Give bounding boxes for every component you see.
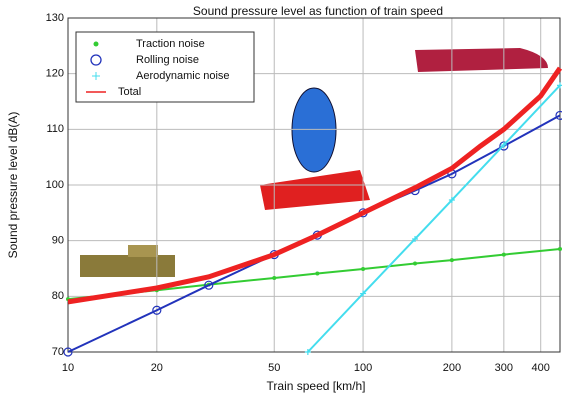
- point: [272, 276, 276, 280]
- y-axis-label: Sound pressure level dB(A): [6, 112, 20, 259]
- locomotive-cab: [128, 245, 158, 257]
- legend-swatch: [94, 42, 99, 47]
- y-tick-label: 80: [52, 290, 64, 302]
- point: [413, 261, 417, 265]
- y-tick-label: 90: [52, 235, 64, 247]
- x-tick-label: 10: [62, 362, 74, 374]
- chart: Sound pressure level as function of trai…: [0, 0, 562, 396]
- x-tick-label: 400: [532, 362, 550, 374]
- point: [558, 247, 562, 251]
- y-tick-label: 130: [46, 12, 64, 24]
- legend-label: Traction noise: [136, 38, 205, 50]
- point: [361, 267, 365, 271]
- y-tick-label: 100: [46, 179, 64, 191]
- high-speed-train: [415, 48, 548, 72]
- chart-title: Sound pressure level as function of trai…: [193, 4, 443, 18]
- freight-locomotive: [80, 255, 175, 277]
- point: [315, 272, 319, 276]
- y-tick-label: 110: [46, 123, 64, 135]
- wheel: [292, 88, 336, 172]
- x-tick-label: 100: [354, 362, 372, 374]
- legend: Traction noise Rolling noise Aerodynamic n…: [76, 32, 254, 102]
- x-tick-label: 50: [268, 362, 280, 374]
- x-axis-label: Train speed [km/h]: [267, 379, 366, 393]
- x-tick-label: 200: [443, 362, 461, 374]
- y-tick-label: 70: [52, 346, 64, 358]
- x-tick-label: 20: [151, 362, 163, 374]
- point: [502, 253, 506, 257]
- y-tick-label: 120: [46, 68, 64, 80]
- legend-label: Rolling noise: [136, 54, 199, 66]
- x-tick-label: 300: [495, 362, 513, 374]
- rail: [260, 170, 370, 210]
- legend-label: Aerodynamic noise: [136, 70, 230, 82]
- point: [450, 258, 454, 262]
- legend-label: Total: [118, 86, 141, 98]
